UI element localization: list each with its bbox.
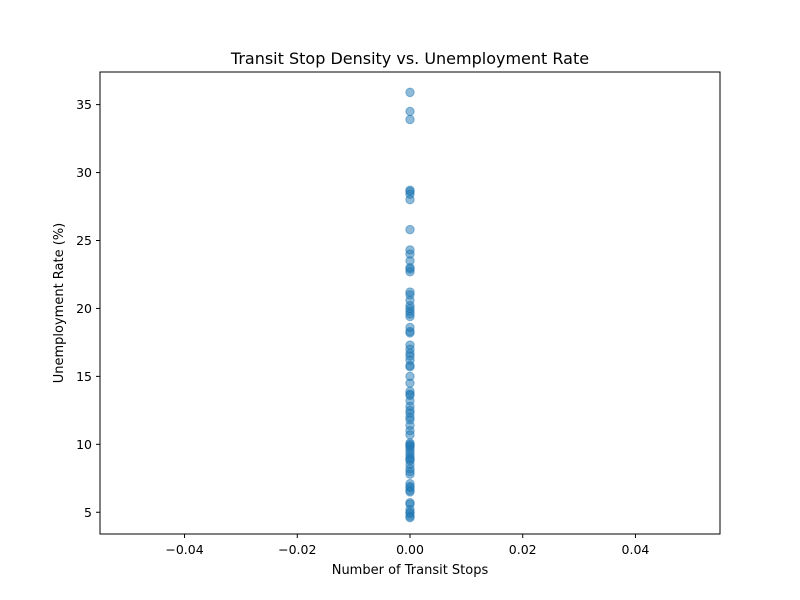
x-axis-label: Number of Transit Stops [332,563,489,578]
y-axis-label: Unemployment Rate (%) [52,223,67,384]
plot-frame [99,71,721,535]
data-point [405,106,415,117]
data-point [405,487,415,497]
y-tick-label: 30 [76,165,92,180]
y-tick-label: 15 [76,369,92,384]
data-point [405,430,415,440]
data-point [405,224,415,235]
x-tick-label: −0.04 [165,542,203,557]
x-tick-label: 0.04 [622,542,650,557]
chart-title: Transit Stop Density vs. Unemployment Ra… [230,49,589,68]
y-tick-label: 35 [76,97,92,112]
data-point [405,267,415,277]
data-point [405,362,415,372]
data-point [405,512,415,523]
data-point [405,378,415,388]
data-point [405,328,415,338]
y-tick-label: 5 [84,505,92,520]
y-tick-label: 10 [76,437,92,452]
data-point [405,87,415,98]
axes-ticks: −0.04 −0.02 0.00 0.02 0.04 5 10 15 20 25 30 35 [76,97,649,557]
data-point [405,311,415,322]
data-point [405,114,415,125]
x-tick-label: −0.02 [278,542,316,557]
data-point [405,469,415,479]
x-tick-label: 0.02 [509,542,537,557]
y-tick-label: 20 [76,301,92,316]
x-tick-label: 0.00 [396,542,424,557]
data-point [405,195,415,205]
y-tick-label: 25 [76,233,92,248]
plot-area [405,87,415,523]
